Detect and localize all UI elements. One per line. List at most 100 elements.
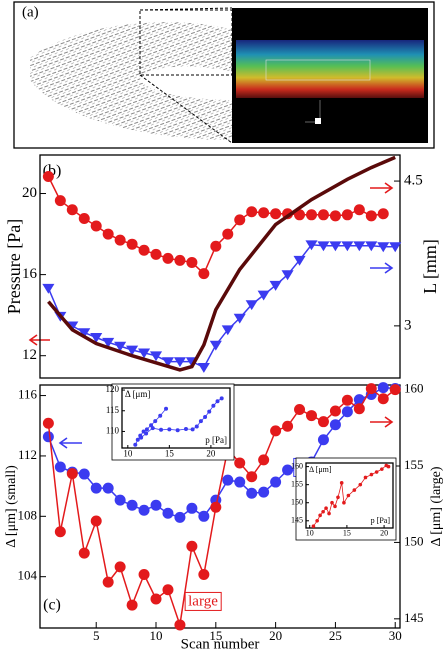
x-tick-label: 5 (93, 628, 100, 643)
point (150, 499, 162, 511)
point (321, 509, 325, 514)
point (153, 419, 158, 424)
point (339, 481, 344, 485)
point (219, 396, 224, 401)
y-tick-label: 160 (291, 461, 303, 470)
point (365, 383, 377, 395)
point (42, 170, 54, 182)
point (245, 300, 258, 311)
x-tick-label: 15 (209, 628, 222, 643)
point (186, 540, 198, 552)
point (246, 471, 258, 483)
point (78, 547, 90, 559)
x-tick-label: 10 (150, 628, 163, 643)
chart: 10 15 20 145 150 155 160 Δ [μm] p [Pa] (291, 457, 397, 541)
point (305, 240, 318, 251)
point (209, 340, 222, 351)
y-tick-label: 16 (22, 266, 38, 282)
arrow (370, 416, 394, 428)
y-tick-label: 150 (291, 498, 303, 507)
point (222, 474, 234, 486)
chart: 10 15 20 110 115 120 Δ [μm] p [Pa] (106, 383, 235, 461)
point (318, 513, 322, 518)
point (197, 362, 210, 373)
point (341, 241, 354, 252)
point (233, 313, 246, 324)
point (158, 413, 163, 418)
point (258, 486, 270, 498)
point (294, 403, 306, 415)
point (126, 499, 138, 511)
arrow (370, 182, 394, 194)
x-tick-label: 20 (269, 628, 282, 643)
point (174, 511, 186, 523)
point (190, 427, 195, 432)
y-tick-label: 120 (106, 384, 120, 394)
point (207, 409, 212, 414)
zoom-box (139, 9, 233, 76)
point (389, 384, 401, 396)
point (305, 209, 317, 221)
y2-tick-label: 160 (404, 381, 424, 396)
y-tick-label: 116 (18, 387, 38, 402)
point (150, 248, 162, 260)
point (114, 341, 127, 352)
point (352, 488, 357, 492)
panel-label: (a) (22, 4, 39, 20)
point (138, 244, 150, 256)
series-line (47, 244, 396, 369)
point (389, 242, 402, 253)
point (66, 204, 78, 216)
point (139, 435, 144, 440)
arrow (370, 262, 394, 274)
point (175, 428, 180, 433)
point (198, 569, 210, 581)
point (317, 241, 330, 252)
point (162, 584, 174, 596)
point (305, 410, 317, 422)
point (90, 482, 102, 494)
point (333, 504, 337, 509)
point (138, 504, 150, 516)
point (234, 457, 246, 469)
point (78, 328, 91, 339)
point (126, 599, 138, 611)
point (215, 399, 220, 404)
inset-background (111, 383, 235, 461)
point (198, 268, 210, 280)
point (54, 461, 66, 473)
point (324, 506, 328, 510)
panel-a-frame (13, 1, 435, 149)
point (341, 394, 353, 406)
point (144, 431, 149, 436)
x-axis-label: p [Pa] (205, 435, 227, 445)
point (102, 228, 114, 240)
y2-axis-label: L [mm] (420, 239, 440, 294)
point (42, 417, 54, 429)
point (341, 209, 353, 221)
y2-tick-label: 155 (404, 457, 424, 472)
point (102, 482, 114, 494)
point (183, 426, 188, 431)
point (257, 290, 270, 301)
point (78, 468, 90, 480)
zoom-line (139, 7, 233, 11)
y-tick-label: 110 (106, 426, 120, 436)
point (330, 500, 334, 505)
point (270, 208, 282, 220)
point (317, 209, 329, 221)
point (210, 501, 222, 513)
point (126, 345, 139, 356)
point (336, 495, 340, 500)
point (90, 333, 103, 343)
point (149, 351, 163, 362)
x-tick-label: 10 (123, 448, 133, 458)
y-tick-label: 115 (106, 405, 120, 415)
x-tick-label: 20 (206, 448, 216, 458)
point (317, 434, 329, 446)
point (377, 242, 390, 253)
y-axis-label: Δ [μm] (small) (4, 465, 19, 548)
point (329, 241, 342, 252)
x-tick-label: 20 (380, 528, 388, 537)
